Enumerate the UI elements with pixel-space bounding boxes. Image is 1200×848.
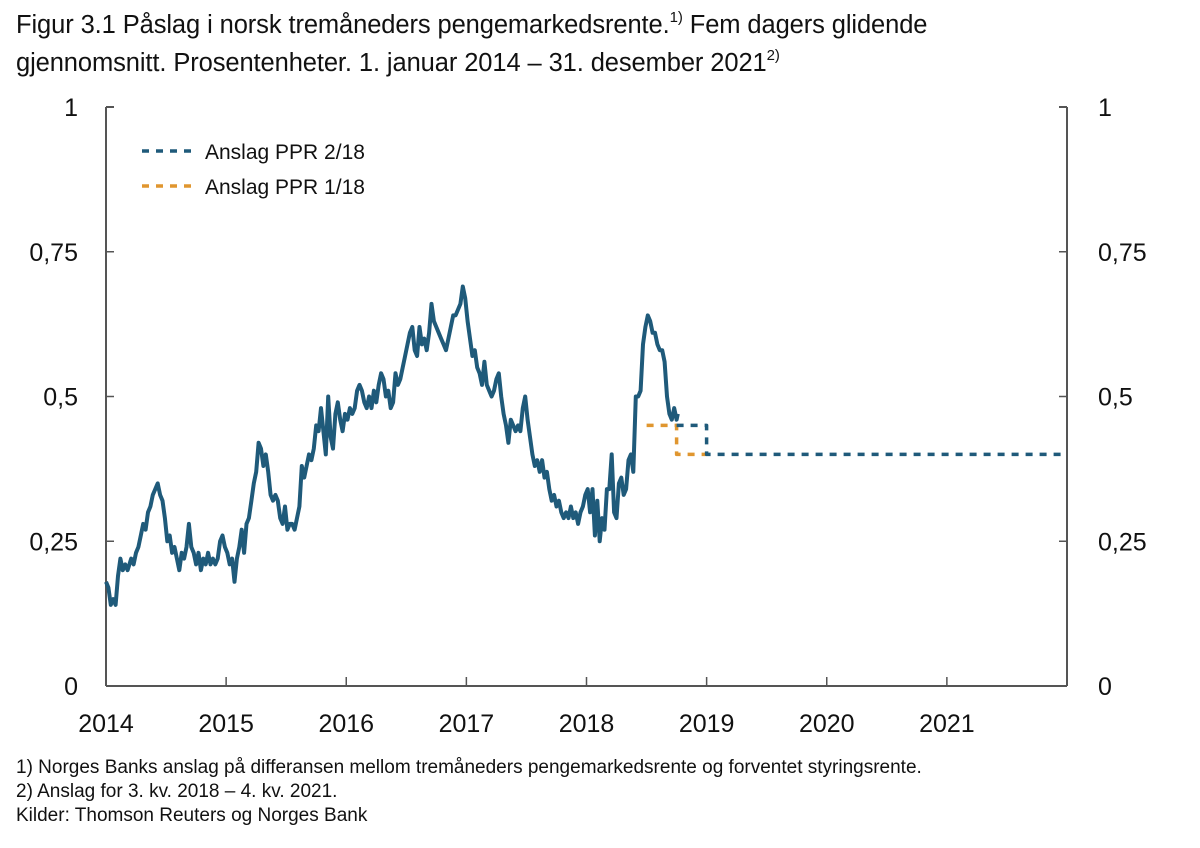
y-tick-label-left: 0,75 (29, 239, 78, 267)
footnote-2: 2) Anslag for 3. kv. 2018 – 4. kv. 2021. (16, 781, 338, 802)
legend-label-ppr-2-18: Anslag PPR 2/18 (205, 141, 365, 164)
y-tick-label-right: 0,25 (1098, 528, 1147, 556)
x-tick-label: 2016 (318, 710, 374, 738)
series-ppr-2-18-line (676, 423, 1067, 457)
x-tick-label: 2018 (559, 710, 615, 738)
axes: 0 0 0,25 0,25 0,5 0,5 0,75 0,75 1 1 2014 2015 2016 20… (29, 94, 1146, 738)
title-footnote-ref-1: 1) (669, 9, 683, 26)
title-line2: gjennomsnitt. Prosentenheter. 1. januar … (16, 49, 767, 77)
footnote-1: 1) Norges Banks anslag på differansen me… (16, 757, 922, 778)
series-actual-line (104, 284, 680, 607)
y-tick-label-right: 0,75 (1098, 239, 1147, 267)
y-tick-label-right: 1 (1098, 94, 1112, 122)
series-layer (104, 284, 1067, 607)
y-tick-label-right: 0,5 (1098, 384, 1133, 412)
x-tick-label: 2021 (919, 710, 975, 738)
x-tick-label: 2017 (439, 710, 495, 738)
x-tick-label: 2019 (679, 710, 735, 738)
y-tick-label-right: 0 (1098, 673, 1112, 701)
y-tick-label-left: 0 (64, 673, 78, 701)
x-tick-label: 2015 (198, 710, 254, 738)
y-tick-label-left: 0,25 (29, 528, 78, 556)
chart-title: Figur 3.1 Påslag i norsk tremåneders pen… (16, 6, 1186, 82)
footnotes: 1) Norges Banks anslag på differansen me… (16, 756, 922, 828)
series-ppr-1-18-line (646, 423, 707, 457)
title-line1: Figur 3.1 Påslag i norsk tremåneders pen… (16, 11, 670, 39)
x-tick-label: 2020 (799, 710, 855, 738)
legend: Anslag PPR 2/18 Anslag PPR 1/18 (142, 141, 365, 199)
source-note: Kilder: Thomson Reuters og Norges Bank (16, 805, 368, 826)
y-tick-label-left: 0,5 (43, 384, 78, 412)
x-tick-label: 2014 (78, 710, 134, 738)
legend-label-ppr-1-18: Anslag PPR 1/18 (205, 176, 365, 199)
title-footnote-ref-2: 2) (766, 47, 780, 64)
title-line1b: Fem dagers glidende (682, 11, 928, 39)
y-tick-label-left: 1 (64, 94, 78, 122)
